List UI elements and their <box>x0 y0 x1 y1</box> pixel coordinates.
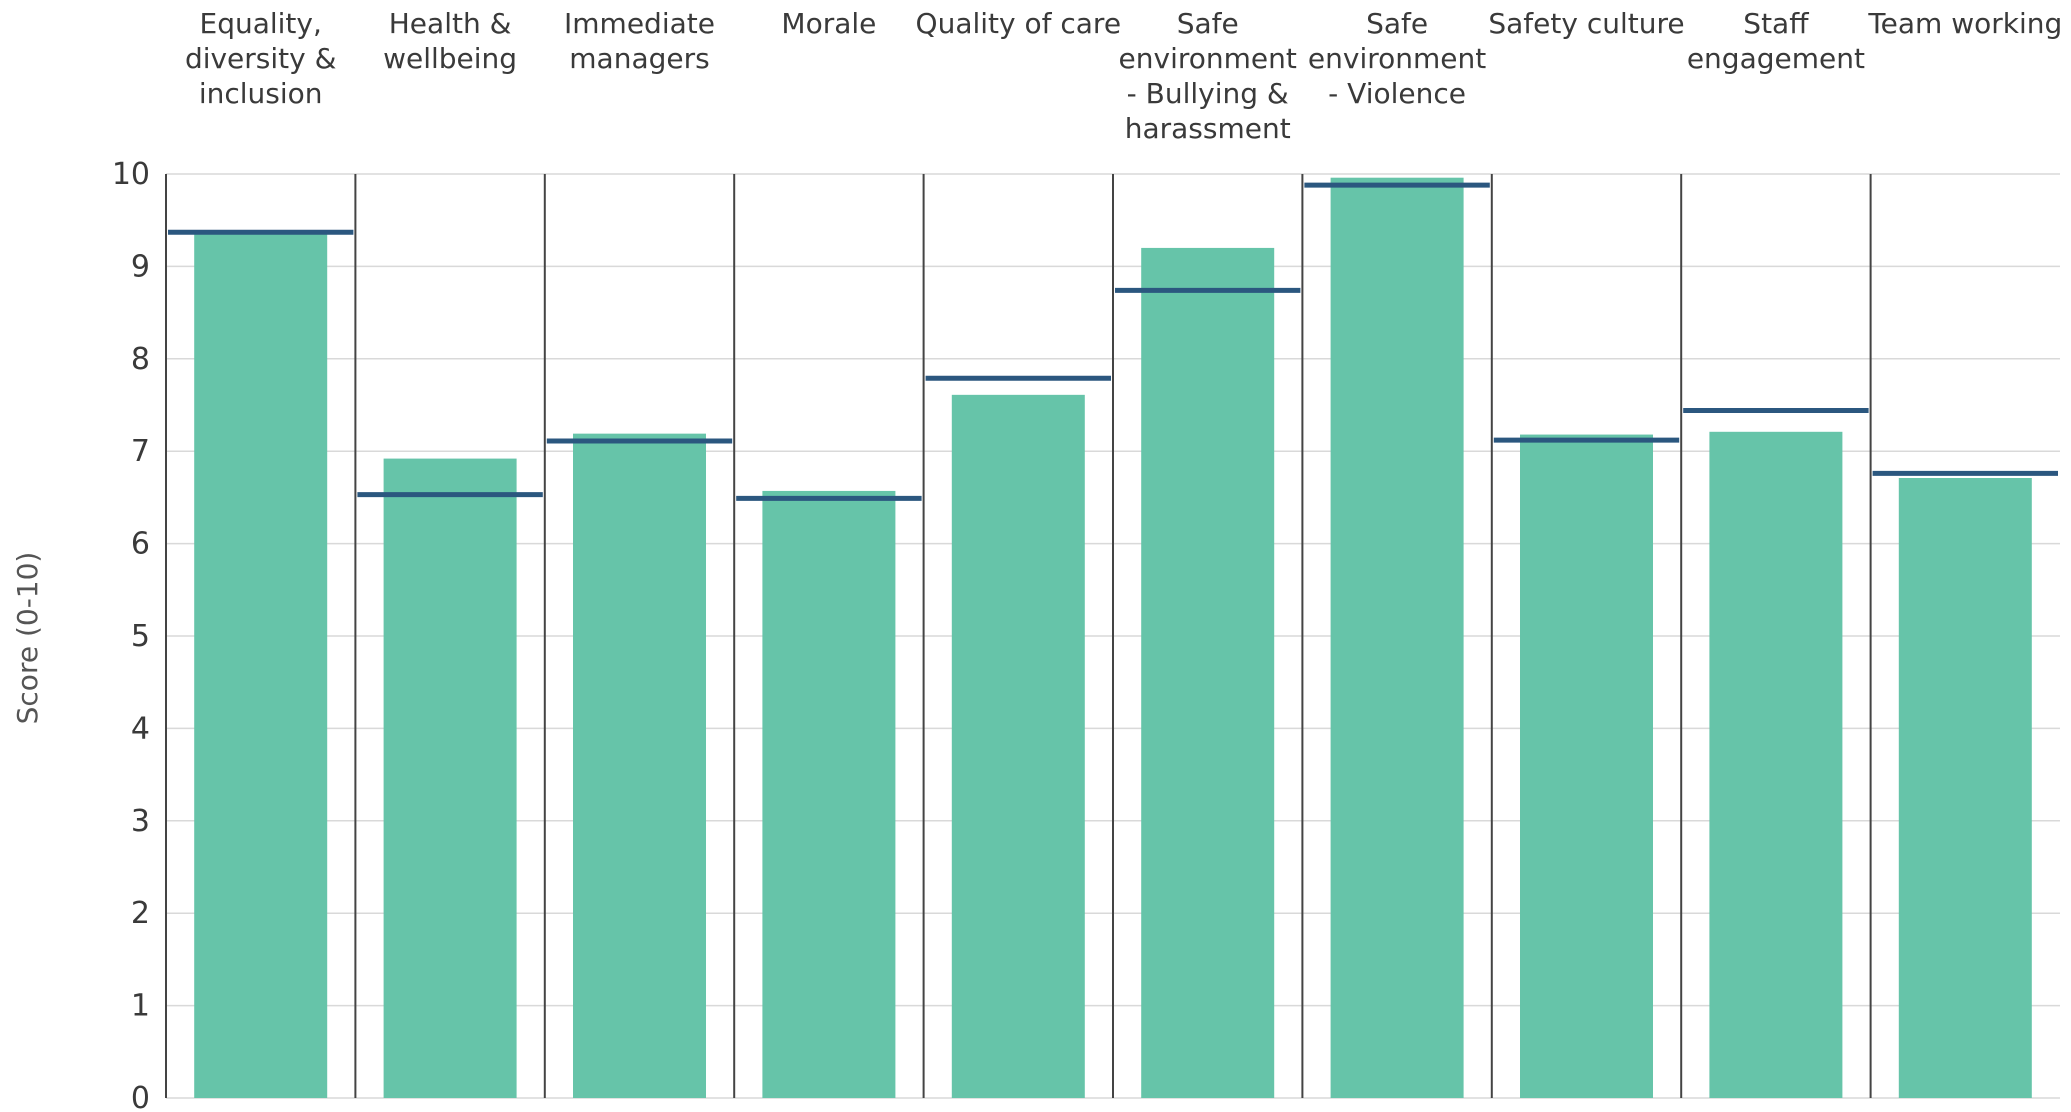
bar <box>1898 477 2032 1099</box>
bar <box>951 394 1085 1098</box>
y-tick-label: 4 <box>131 711 150 746</box>
y-tick-label: 10 <box>112 157 150 192</box>
y-tick-label: 3 <box>131 804 150 839</box>
bar <box>1520 434 1653 1098</box>
category-label: Team working <box>1867 7 2062 40</box>
bar <box>194 234 328 1098</box>
category-label: Safe environment - Bullying & harassment <box>1119 7 1297 145</box>
y-tick-label: 7 <box>131 434 150 469</box>
y-tick-label: 6 <box>131 527 150 562</box>
y-tick-label: 8 <box>131 342 150 377</box>
bar <box>1330 177 1464 1099</box>
bar <box>1709 431 1843 1098</box>
y-tick-label: 9 <box>131 249 150 284</box>
category-label: Equality, diversity & inclusion <box>185 7 337 110</box>
bar <box>383 458 517 1098</box>
category-label: Safe environment - Violence <box>1308 7 1486 110</box>
category-label: Morale <box>781 7 876 40</box>
category-label: Health & wellbeing <box>383 7 517 75</box>
bar <box>573 433 706 1098</box>
y-tick-label: 5 <box>131 619 150 654</box>
y-tick-label: 2 <box>131 896 150 931</box>
category-label: Staff engagement <box>1687 7 1865 75</box>
bar <box>762 490 896 1098</box>
y-tick-label: 1 <box>131 989 150 1024</box>
category-label: Safety culture <box>1488 7 1684 40</box>
y-axis-title: Score (0-10) <box>11 552 44 725</box>
comparison-markers <box>168 182 2058 501</box>
category-dividers <box>165 174 1872 1098</box>
bars <box>194 177 2032 1099</box>
category-labels: Equality, diversity & inclusion Health & wel… <box>185 7 2062 145</box>
category-label: Quality of care <box>916 7 1122 40</box>
category-label: Immediate managers <box>564 7 715 75</box>
y-tick-label: 0 <box>131 1081 150 1112</box>
y-tick-labels: 0 1 2 3 4 5 6 7 8 9 10 <box>112 157 150 1112</box>
bar <box>1141 247 1275 1099</box>
